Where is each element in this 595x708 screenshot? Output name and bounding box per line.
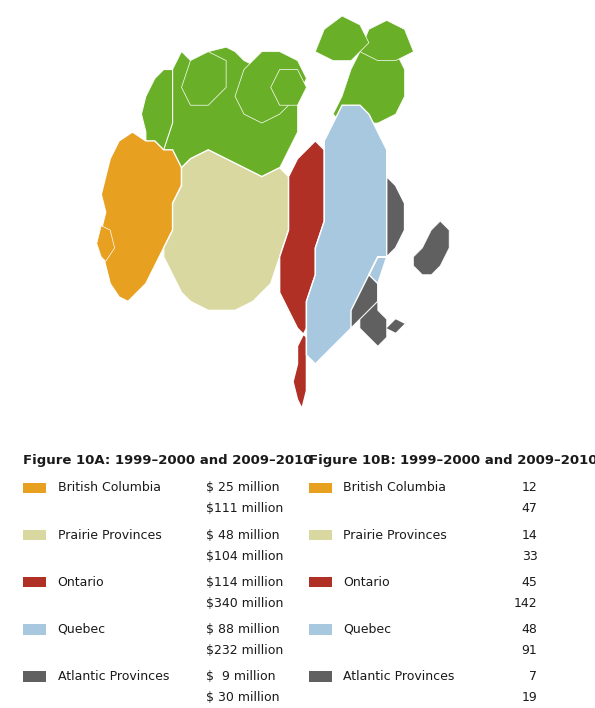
Polygon shape xyxy=(360,21,414,61)
Polygon shape xyxy=(101,132,181,302)
Text: Quebec: Quebec xyxy=(58,623,106,636)
Text: $  9 million: $ 9 million xyxy=(206,670,275,683)
FancyBboxPatch shape xyxy=(23,624,46,634)
Text: $340 million: $340 million xyxy=(206,597,283,610)
Text: $ 30 million: $ 30 million xyxy=(206,691,280,704)
Text: British Columbia: British Columbia xyxy=(58,481,161,494)
Text: 48: 48 xyxy=(522,623,537,636)
FancyBboxPatch shape xyxy=(309,671,332,682)
FancyBboxPatch shape xyxy=(309,577,332,588)
Text: British Columbia: British Columbia xyxy=(343,481,446,494)
Text: $ 48 million: $ 48 million xyxy=(206,529,280,542)
Text: 33: 33 xyxy=(522,549,537,563)
Text: 12: 12 xyxy=(522,481,537,494)
FancyBboxPatch shape xyxy=(309,624,332,634)
Text: Ontario: Ontario xyxy=(58,576,104,589)
Text: Quebec: Quebec xyxy=(343,623,392,636)
Polygon shape xyxy=(414,221,449,275)
Text: $232 million: $232 million xyxy=(206,644,283,657)
Text: Prairie Provinces: Prairie Provinces xyxy=(58,529,161,542)
Text: Prairie Provinces: Prairie Provinces xyxy=(343,529,447,542)
Polygon shape xyxy=(351,176,405,329)
Text: 47: 47 xyxy=(522,503,537,515)
Polygon shape xyxy=(271,69,306,105)
Text: $104 million: $104 million xyxy=(206,549,283,563)
Text: $111 million: $111 million xyxy=(206,503,283,515)
FancyBboxPatch shape xyxy=(23,530,46,540)
Text: 14: 14 xyxy=(522,529,537,542)
Text: 142: 142 xyxy=(513,597,537,610)
Text: 7: 7 xyxy=(530,670,537,683)
Text: $114 million: $114 million xyxy=(206,576,283,589)
Polygon shape xyxy=(235,52,306,123)
Text: 19: 19 xyxy=(522,691,537,704)
Polygon shape xyxy=(387,319,405,333)
Text: 91: 91 xyxy=(522,644,537,657)
Text: Atlantic Provinces: Atlantic Provinces xyxy=(58,670,169,683)
FancyBboxPatch shape xyxy=(309,530,332,540)
Text: Atlantic Provinces: Atlantic Provinces xyxy=(343,670,455,683)
Text: $ 88 million: $ 88 million xyxy=(206,623,280,636)
FancyBboxPatch shape xyxy=(309,483,332,493)
Polygon shape xyxy=(315,16,369,61)
Polygon shape xyxy=(360,302,387,346)
FancyBboxPatch shape xyxy=(23,483,46,493)
Polygon shape xyxy=(181,52,226,105)
Polygon shape xyxy=(333,42,405,123)
Text: 1999–2000 and 2009–2010: 1999–2000 and 2009–2010 xyxy=(115,454,312,467)
Polygon shape xyxy=(142,69,173,150)
Text: Figure 10A:: Figure 10A: xyxy=(23,454,111,467)
FancyBboxPatch shape xyxy=(23,671,46,682)
Text: 1999–2000 and 2009–2010: 1999–2000 and 2009–2010 xyxy=(400,454,595,467)
Polygon shape xyxy=(97,226,115,261)
Polygon shape xyxy=(280,141,324,409)
Polygon shape xyxy=(164,150,289,310)
Text: Figure 10B:: Figure 10B: xyxy=(309,454,396,467)
Text: Ontario: Ontario xyxy=(343,576,390,589)
Polygon shape xyxy=(306,105,387,364)
Text: 45: 45 xyxy=(522,576,537,589)
FancyBboxPatch shape xyxy=(23,577,46,588)
Polygon shape xyxy=(142,47,298,176)
Text: $ 25 million: $ 25 million xyxy=(206,481,280,494)
